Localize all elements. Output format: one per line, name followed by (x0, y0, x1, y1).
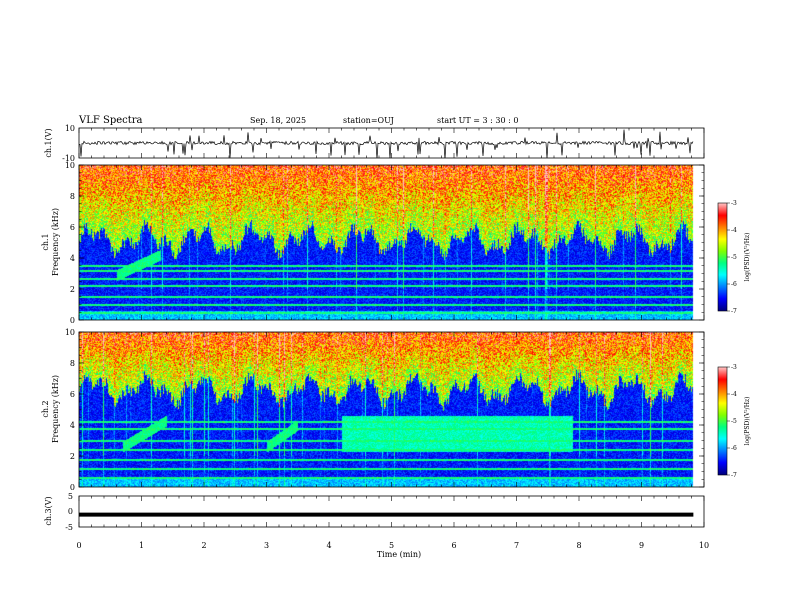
time-tick-label: 6 (451, 541, 456, 550)
start-time-label: start UT = 3 : 30 : 0 (437, 116, 518, 125)
station-label: station=OUJ (343, 116, 394, 125)
frequency-tick-label: 0 (70, 483, 75, 492)
time-axis-title: Time (min) (377, 550, 421, 559)
frequency-tick-label: 10 (65, 328, 75, 337)
colorbar-tick-label: -7 (731, 308, 737, 315)
ch2-frequency-ylabel: Frequency (kHz) (51, 375, 60, 443)
frequency-tick-label: 4 (70, 254, 75, 263)
colorbar-tick-label: -5 (731, 418, 737, 425)
colorbar-tick-label: -3 (731, 200, 737, 207)
time-tick-label: 4 (326, 541, 331, 550)
time-tick-label: 0 (76, 541, 81, 550)
ch1-frequency-ylabel: Frequency (kHz) (51, 208, 60, 276)
ch3-ytick-bottom: -5 (65, 523, 73, 532)
ch1-colorbar: -3 -4 -5 -6 -7 log(PSD)(V²/Hz) (717, 200, 751, 315)
frequency-tick-label: 8 (70, 192, 75, 201)
ch3-ytick-mid: 0 (68, 507, 73, 516)
time-tick-label: 7 (514, 541, 519, 550)
ch2-colorbar: -3 -4 -5 -6 -7 log(PSD)(V²/Hz) (717, 364, 751, 479)
colorbar-tick-label: -4 (731, 391, 737, 398)
date-label: Sep. 18, 2025 (250, 116, 306, 125)
ch1-spectrogram-panel: 0 2 4 6 8 10 ch.1 Frequency (kHz) (41, 161, 705, 325)
colorbar-tick-label: -5 (731, 254, 737, 261)
frequency-tick-label: 6 (70, 223, 75, 232)
ch2-colorbar-gradient (718, 367, 727, 475)
time-tick-label: 10 (699, 541, 709, 550)
ch1-frequency-ticks: 0 2 4 6 8 10 (65, 161, 704, 325)
ch2-frequency-ticks: 0 2 4 6 8 10 (65, 328, 704, 492)
ch1-ytick-bottom: -10 (62, 154, 75, 163)
ch2-colorbar-ticks: -3 -4 -5 -6 -7 (727, 364, 737, 479)
ch1-channel-label: ch.1 (41, 233, 50, 250)
frequency-tick-label: 6 (70, 390, 75, 399)
ch1-colorbar-ticks: -3 -4 -5 -6 -7 (727, 200, 737, 315)
frequency-tick-label: 2 (70, 285, 75, 294)
ch1-colorbar-label: log(PSD)(V²/Hz) (744, 233, 751, 282)
time-tick-label: 3 (264, 541, 269, 550)
colorbar-tick-label: -3 (731, 364, 737, 371)
time-tick-label: 9 (639, 541, 644, 550)
colorbar-tick-label: -6 (731, 281, 737, 288)
ch1-ytick-top: 10 (65, 124, 75, 133)
time-axis-ticks (78, 128, 705, 527)
ch2-channel-label: ch.2 (41, 400, 50, 417)
ch3-waveform-ylabel: ch.3(V) (44, 496, 53, 525)
frequency-tick-label: 10 (65, 161, 75, 170)
ch1-waveform-panel: 10 -10 ch.1(V) (44, 124, 705, 163)
ch2-spectrogram-heatmap (79, 332, 704, 487)
time-tick-label: 8 (576, 541, 581, 550)
frequency-tick-label: 4 (70, 421, 75, 430)
figure-title: VLF Spectra (78, 115, 143, 126)
time-axis-labels: 0 1 2 3 4 5 6 7 8 9 10 (76, 541, 709, 550)
ch2-colorbar-label: log(PSD)(V²/Hz) (744, 397, 751, 446)
ch2-spectrogram-panel: 0 2 4 6 8 10 ch.2 Frequency (kHz) (41, 328, 705, 492)
time-tick-label: 1 (139, 541, 144, 550)
colorbar-tick-label: -4 (731, 227, 737, 234)
ch1-waveform-trace (79, 129, 694, 158)
ch3-waveform-panel: 5 0 -5 ch.3(V) (44, 492, 705, 532)
ch1-waveform-ylabel: ch.1(V) (44, 128, 53, 157)
time-tick-label: 2 (201, 541, 206, 550)
frequency-tick-label: 0 (70, 316, 75, 325)
ch3-ytick-top: 5 (68, 492, 73, 501)
colorbar-tick-label: -6 (731, 445, 737, 452)
ch1-spectrogram-heatmap (79, 165, 704, 320)
ch1-colorbar-gradient (718, 203, 727, 311)
frequency-tick-label: 8 (70, 359, 75, 368)
time-tick-label: 5 (389, 541, 394, 550)
frequency-tick-label: 2 (70, 452, 75, 461)
colorbar-tick-label: -7 (731, 472, 737, 479)
